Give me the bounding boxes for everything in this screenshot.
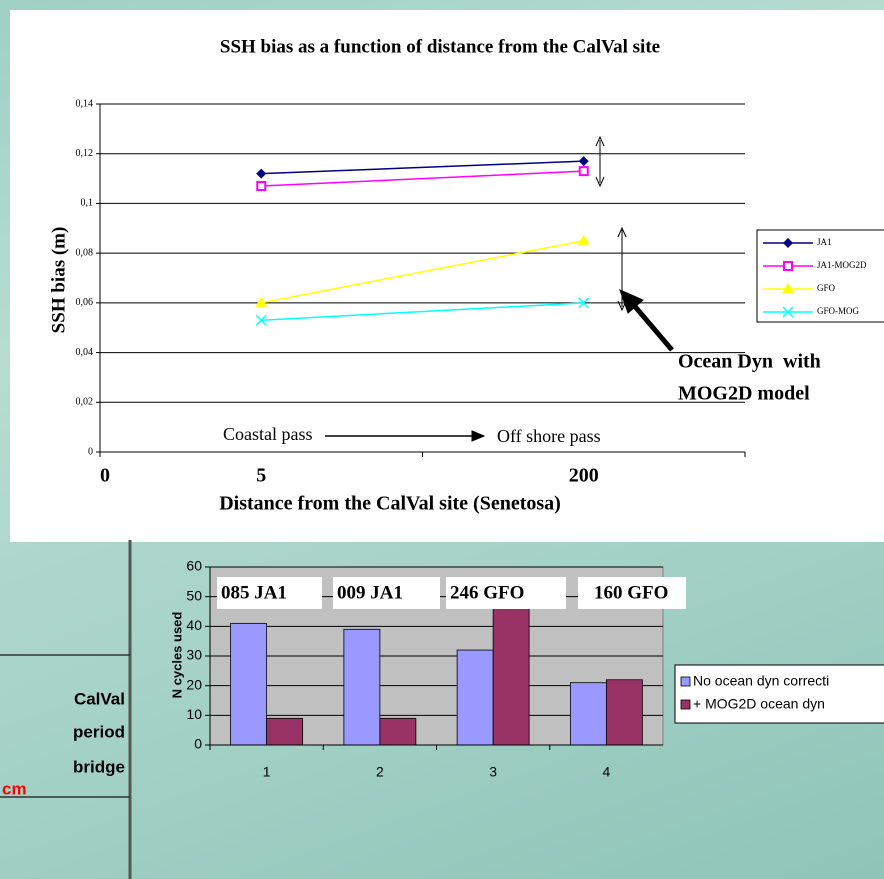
x-origin-label: 0 <box>100 465 110 487</box>
legend-label: GFO <box>817 283 836 293</box>
y-tick-label: 0,02 <box>76 397 94 408</box>
x-tick-label: 2 <box>376 764 384 780</box>
panel-note: cm <box>2 779 27 798</box>
marker <box>580 167 588 175</box>
bar-label: 246 GFO <box>450 582 524 603</box>
y-tick-label: 0 <box>194 736 202 752</box>
legend-swatch <box>681 677 690 686</box>
bar <box>570 683 606 745</box>
legend-label: JA1-MOG2D <box>817 260 867 270</box>
legend-label: JA1 <box>817 237 832 247</box>
bar <box>231 623 267 745</box>
legend-label: No ocean dyn correcti <box>693 673 829 689</box>
chart-panel <box>10 10 884 542</box>
bar-label: 085 JA1 <box>221 582 287 603</box>
annotation: MOG2D model <box>678 383 810 405</box>
bar-label: 160 GFO <box>594 582 668 603</box>
y-tick-label: 0,14 <box>76 98 94 109</box>
legend-label: GFO-MOG <box>817 306 860 316</box>
y-tick-label: 20 <box>186 676 202 692</box>
legend-label: + MOG2D ocean dyn <box>693 696 825 712</box>
marker <box>784 262 792 270</box>
bar <box>267 718 303 745</box>
y-tick-label: 10 <box>186 706 202 722</box>
slide: CalVal period bridge cm SSH bias as a fu… <box>0 0 884 879</box>
panel-text: CalVal <box>74 689 125 708</box>
panel-text: period <box>73 722 125 741</box>
y-axis-label: N cycles used <box>169 612 184 699</box>
bar <box>380 718 416 745</box>
annotation: Ocean Dyn with <box>678 351 821 373</box>
y-tick-label: 60 <box>186 558 202 574</box>
annotation: Off shore pass <box>497 426 601 446</box>
annotation: Coastal pass <box>223 424 313 444</box>
x-tick-label: 3 <box>489 764 497 780</box>
y-tick-label: 0,08 <box>76 247 94 258</box>
legend-swatch <box>681 700 690 709</box>
y-tick-label: 40 <box>186 617 202 633</box>
marker <box>257 182 265 190</box>
y-tick-label: 0,1 <box>81 198 94 209</box>
y-tick-label: 0,06 <box>76 297 94 308</box>
x-tick-label: 1 <box>263 764 271 780</box>
y-axis-label: SSH bias (m) <box>48 227 69 334</box>
y-tick-label: 0 <box>88 446 93 457</box>
bar <box>457 650 493 745</box>
y-tick-label: 50 <box>186 587 202 603</box>
page: CalVal period bridge cm SSH bias as a fu… <box>0 0 884 879</box>
chart-title: SSH bias as a function of distance from … <box>220 36 660 57</box>
y-tick-label: 30 <box>186 647 202 663</box>
bar-label: 009 JA1 <box>337 582 403 603</box>
x-tick-label: 5 <box>256 465 266 487</box>
bar <box>344 629 380 745</box>
panel-text: bridge <box>73 757 125 776</box>
bar <box>606 680 642 745</box>
bar <box>493 603 529 745</box>
x-tick-label: 4 <box>602 764 610 780</box>
y-tick-label: 0,12 <box>76 148 94 159</box>
x-tick-label: 200 <box>569 465 599 487</box>
x-axis-label: Distance from the CalVal site (Senetosa) <box>219 493 561 515</box>
y-tick-label: 0,04 <box>76 347 94 358</box>
